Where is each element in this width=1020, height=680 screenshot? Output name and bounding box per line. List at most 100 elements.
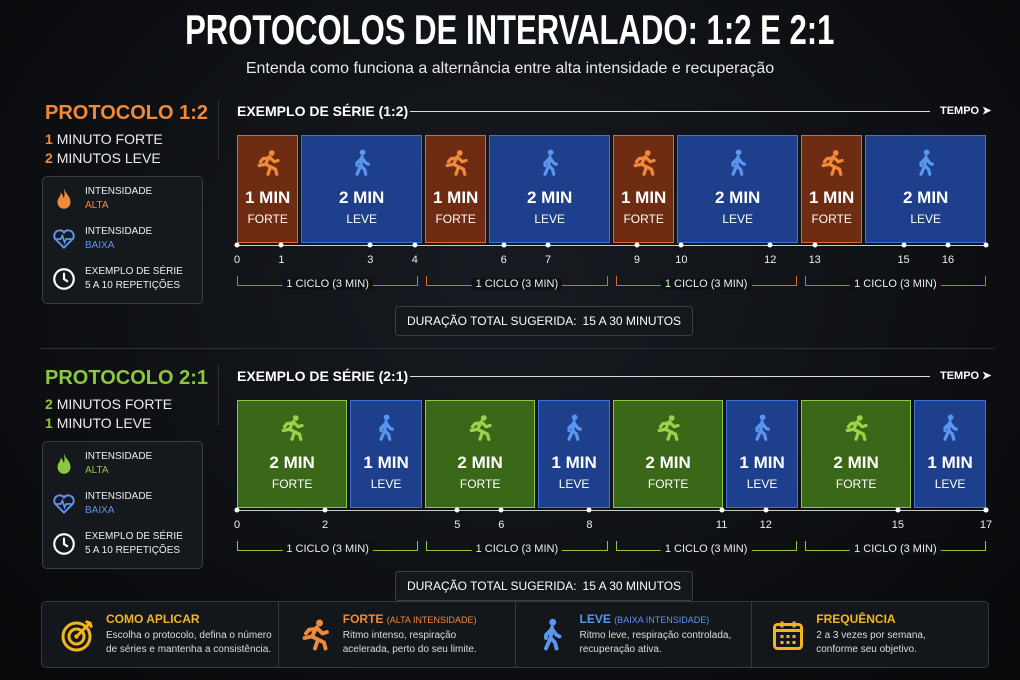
protocol-line: 1 MINUTO FORTE [45, 131, 163, 147]
footer-text: FORTE (ALTA INTENSIDADE) Ritmo intenso, r… [343, 612, 477, 657]
footer-icon [770, 617, 806, 653]
tick-dot [812, 242, 818, 248]
total-value: 15 A 30 MINUTOS [582, 314, 682, 328]
tick-dot [545, 242, 551, 248]
tick-label: 9 [633, 254, 640, 266]
info-text: INTENSIDADE ALTA [85, 185, 152, 213]
activity-icon [535, 148, 565, 178]
tick-label: 6 [498, 519, 505, 531]
footer-line: de séries e mantenha a consistência. [106, 644, 272, 655]
tick-label: 1 [278, 254, 285, 266]
info-value: BAIXA [85, 505, 115, 516]
info-row: INTENSIDADE BAIXA [51, 225, 152, 253]
info-label: INTENSIDADE [85, 226, 153, 237]
tick-label: 2 [322, 519, 329, 531]
block-kind: FORTE [835, 477, 877, 491]
info-value: BAIXA [85, 240, 115, 251]
tick-label: 12 [764, 254, 777, 266]
tick-label: 4 [411, 254, 418, 266]
interval-block: 1 MIN FORTE [613, 135, 675, 243]
total-label: DURAÇÃO TOTAL SUGERIDA: [406, 579, 577, 593]
arrow: ➤ [979, 370, 992, 382]
block-duration: 2 MIN [902, 188, 949, 207]
title: PROTOCOLOS DE INTERVALADO: 1:2 E 2:1 [0, 6, 1020, 54]
protocol-line: 2 MINUTOS FORTE [45, 396, 172, 412]
activity-icon [911, 148, 941, 178]
footer-item: FREQUÊNCIA 2 a 3 vezes por semana, conform… [752, 602, 988, 667]
activity-icon [747, 413, 777, 443]
time-axis [410, 111, 930, 112]
footer-body: 2 a 3 vezes por semana, conforme seu obje… [816, 629, 926, 657]
time-axis [410, 376, 930, 377]
tick-label: 13 [808, 254, 821, 266]
tick-dot [763, 507, 769, 513]
timeline [237, 245, 986, 246]
info-icon [51, 226, 77, 252]
info-label: INTENSIDADE [85, 491, 153, 502]
tick-dot [634, 242, 640, 248]
cycle-bracket: 1 CICLO (3 MIN) [426, 276, 608, 290]
activity-icon [841, 413, 871, 443]
tick-dot [367, 242, 373, 248]
info-row: EXEMPLO DE SÉRIE 5 A 10 REPETIÇÕES [51, 530, 183, 558]
tick-dot [454, 507, 460, 513]
footer: COMO APLICAR Escolha o protocolo, defina … [41, 601, 989, 668]
footer-heading: FREQUÊNCIA [816, 612, 896, 626]
block-duration: 1 MIN [620, 188, 667, 207]
tick-dot [678, 242, 684, 248]
tick-label: 15 [897, 254, 910, 266]
block-duration: 1 MIN [808, 188, 855, 207]
interval-block: 1 MIN FORTE [425, 135, 487, 243]
info-row: EXEMPLO DE SÉRIE 5 A 10 REPETIÇÕES [51, 265, 183, 293]
footer-item: LEVE (BAIXA INTENSIDADE) Ritmo leve, resp… [516, 602, 753, 667]
interval-block: 2 MIN FORTE [801, 400, 912, 508]
cycle-label: 1 CICLO (3 MIN) [850, 278, 941, 290]
tick-dot [412, 242, 418, 248]
block-kind: LEVE [558, 477, 590, 491]
block-duration: 2 MIN [338, 188, 385, 207]
footer-icon [534, 617, 570, 653]
footer-line: 2 a 3 vezes por semana, [816, 630, 926, 641]
interval-block: 2 MIN FORTE [237, 400, 348, 508]
protocol-name: PROTOCOLO 1:2 [45, 102, 208, 124]
cycle-label: 1 CICLO (3 MIN) [471, 278, 563, 290]
activity-icon [817, 148, 847, 178]
info-value: ALTA [85, 465, 109, 476]
cycle-row: 1 CICLO (3 MIN) 1 CICLO (3 MIN) 1 CICLO (3… [237, 276, 986, 290]
total-value: 15 A 30 MINUTOS [582, 579, 682, 593]
cycle-label: 1 CICLO (3 MIN) [660, 278, 752, 290]
info-row: INTENSIDADE ALTA [51, 450, 152, 478]
info-label: INTENSIDADE [85, 451, 153, 462]
divider [40, 348, 995, 349]
separator [218, 365, 219, 425]
info-icon [51, 451, 77, 477]
block-kind: FORTE [459, 477, 501, 491]
tick-dot [501, 242, 507, 248]
activity-icon [629, 148, 659, 178]
tick-dot [234, 507, 240, 513]
info-row: INTENSIDADE ALTA [51, 185, 152, 213]
tick-label: 8 [586, 519, 593, 531]
cycle-label: 1 CICLO (3 MIN) [471, 543, 563, 555]
activity-icon [441, 148, 471, 178]
activity-icon [253, 148, 283, 178]
tick-dot [586, 507, 592, 513]
info-value: ALTA [85, 200, 109, 211]
line-number: 2 [45, 150, 53, 166]
tick-label: 6 [500, 254, 507, 266]
block-kind: LEVE [934, 477, 966, 491]
arrow: ➤ [979, 105, 992, 117]
info-row: INTENSIDADE BAIXA [51, 490, 152, 518]
info-label: EXEMPLO DE SÉRIE [85, 266, 183, 277]
info-box: INTENSIDADE ALTA INTENSIDADE BAIXA EXEMPLO D… [42, 441, 203, 569]
cycle-bracket: 1 CICLO (3 MIN) [804, 276, 986, 290]
tick-label: 0 [233, 254, 241, 266]
activity-icon [935, 413, 965, 443]
interval-block: 2 MIN LEVE [489, 135, 610, 243]
footer-item: FORTE (ALTA INTENSIDADE) Ritmo intenso, r… [279, 602, 516, 667]
time-text: TEMPO [940, 370, 980, 382]
block-row: 1 MIN FORTE 2 MIN LEVE 1 MIN FORTE 2 MIN LEVE 1 … [237, 135, 986, 243]
tick-dot [278, 242, 284, 248]
tick-dot [983, 242, 989, 248]
block-row: 2 MIN FORTE 1 MIN LEVE 2 MIN FORTE 1 MIN LEVE 2 … [237, 400, 986, 508]
